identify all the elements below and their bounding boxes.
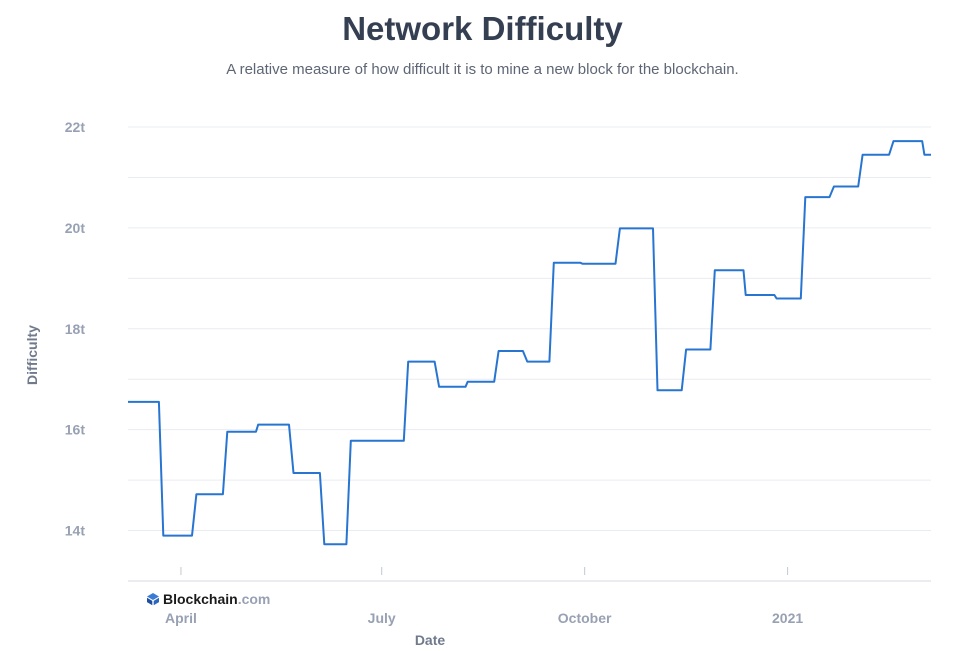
- y-tick-label: 22t: [65, 119, 86, 135]
- y-axis-label: Difficulty: [24, 325, 40, 385]
- x-tick-label: July: [368, 610, 396, 626]
- blockchain-logo-icon: [146, 592, 160, 606]
- x-tick-label: October: [558, 610, 612, 626]
- y-tick-labels: 14t 16t 18t 20t 22t: [65, 119, 86, 539]
- x-tick-label: April: [165, 610, 197, 626]
- brand-logo: Blockchain .com: [146, 591, 270, 607]
- series-line-difficulty: [128, 141, 931, 544]
- x-axis-label: Date: [415, 632, 446, 648]
- brand-name: Blockchain: [163, 591, 238, 607]
- gridlines: [128, 127, 931, 581]
- y-tick-label: 14t: [65, 523, 86, 539]
- y-tick-label: 20t: [65, 220, 86, 236]
- brand-suffix: .com: [238, 591, 271, 607]
- y-tick-label: 16t: [65, 422, 86, 438]
- y-tick-label: 18t: [65, 321, 86, 337]
- x-tick-label: 2021: [772, 610, 803, 626]
